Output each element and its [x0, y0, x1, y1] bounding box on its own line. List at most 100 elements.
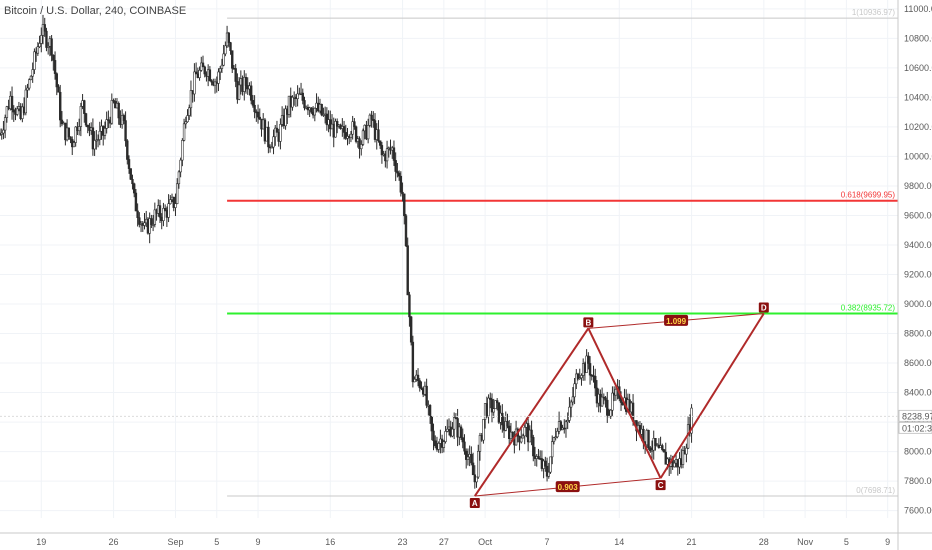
- pattern-leg[interactable]: [473, 327, 590, 497]
- candle-body: [344, 132, 347, 139]
- candle-body: [549, 456, 552, 473]
- candle-body: [189, 90, 193, 109]
- candle-body: [360, 144, 363, 150]
- candle-body: [471, 462, 475, 476]
- candle-body: [611, 392, 614, 411]
- candle-body: [117, 103, 120, 119]
- candle-body: [556, 430, 559, 438]
- candle-body: [594, 375, 597, 389]
- candle-body: [609, 409, 612, 417]
- candle-body: [127, 159, 131, 169]
- candle-body: [495, 400, 499, 403]
- time-tick-label: Oct: [478, 537, 493, 547]
- pattern-point-box[interactable]: [583, 317, 594, 328]
- candle-body: [461, 437, 464, 443]
- candle-body: [24, 89, 28, 114]
- candle-body: [537, 456, 540, 459]
- candle-body: [40, 35, 43, 44]
- candle-body: [172, 196, 175, 208]
- pattern-point-box[interactable]: [655, 480, 666, 491]
- candle-body: [313, 107, 317, 116]
- candle-body: [96, 139, 100, 141]
- candlestick-series: [0, 14, 693, 489]
- candle-body: [198, 70, 201, 78]
- candle-body: [0, 133, 2, 136]
- price-tick-label: 9600.00: [904, 210, 932, 220]
- candle-body: [175, 183, 179, 204]
- candle-body: [153, 209, 157, 225]
- candle-body: [249, 85, 253, 101]
- countdown-badge: [898, 421, 932, 434]
- candle-body: [497, 402, 501, 423]
- candle-body: [573, 383, 576, 398]
- candle-body: [580, 375, 583, 379]
- pattern-leg[interactable]: [587, 327, 662, 479]
- candle-body: [511, 431, 514, 438]
- candle-body: [418, 380, 421, 389]
- last-price-badge: [898, 409, 932, 422]
- abcd-pattern[interactable]: 0.903 1.099 A B C D: [469, 302, 769, 509]
- candle-body: [587, 355, 590, 364]
- pattern-point-box[interactable]: [469, 498, 480, 509]
- candle-body: [399, 175, 403, 193]
- candle-body: [10, 95, 14, 111]
- candle-body: [162, 208, 165, 222]
- candle-body: [366, 125, 370, 140]
- price-tick-label: 7600.00: [904, 506, 932, 516]
- candle-body: [454, 417, 458, 419]
- candle-body: [124, 120, 127, 142]
- candle-body: [79, 106, 83, 127]
- candle-body: [256, 111, 260, 118]
- price-tick-label: 9400.00: [904, 240, 932, 250]
- candle-body: [229, 42, 232, 51]
- price-tick-label: 9200.00: [904, 269, 932, 279]
- candle-body: [3, 117, 7, 131]
- candle-body: [186, 115, 189, 123]
- candle-body: [403, 193, 406, 217]
- candle-body: [685, 447, 688, 455]
- candle-body: [134, 192, 138, 212]
- candle-body: [664, 451, 667, 465]
- time-tick-label: 5: [844, 537, 849, 547]
- pattern-point-label: C: [658, 481, 664, 490]
- candle-body: [442, 441, 446, 448]
- time-tick-label: 21: [687, 537, 697, 547]
- fibonacci-retracement[interactable]: 1(10936.97) 0.618(9699.95) 0.382(8935.72) 0…: [227, 8, 898, 497]
- candle-body: [253, 104, 256, 113]
- candle-body: [310, 107, 313, 113]
- candle-body: [614, 389, 618, 396]
- candle-body: [477, 451, 480, 478]
- candle-body: [272, 136, 275, 148]
- candle-body: [654, 437, 657, 446]
- candle-body: [136, 210, 139, 218]
- candle-body: [544, 460, 547, 467]
- candle-body: [60, 119, 64, 125]
- candle-body: [545, 465, 549, 477]
- candle-body: [368, 114, 372, 126]
- candle-body: [36, 46, 40, 54]
- candle-body: [2, 129, 5, 134]
- candle-body: [521, 435, 525, 439]
- time-tick-label: 9: [885, 537, 890, 547]
- candle-body: [98, 130, 101, 140]
- candle-body: [568, 406, 571, 421]
- pattern-leg[interactable]: [659, 312, 765, 479]
- candle-body: [564, 421, 568, 429]
- candle-body: [31, 69, 34, 77]
- candle-body: [188, 107, 191, 116]
- candle-body: [244, 77, 248, 86]
- candle-body: [575, 373, 578, 385]
- candle-body: [650, 449, 654, 452]
- candle-body: [411, 341, 415, 383]
- candle-body: [303, 100, 306, 109]
- pattern-point-box[interactable]: [758, 302, 769, 313]
- candle-body: [490, 399, 494, 413]
- candle-body: [103, 128, 107, 136]
- candle-body: [67, 127, 71, 138]
- price-tick-label: 8800.00: [904, 329, 932, 339]
- candle-body: [217, 71, 220, 84]
- candle-body: [177, 171, 181, 185]
- candle-body: [370, 114, 373, 120]
- candle-body: [59, 91, 62, 121]
